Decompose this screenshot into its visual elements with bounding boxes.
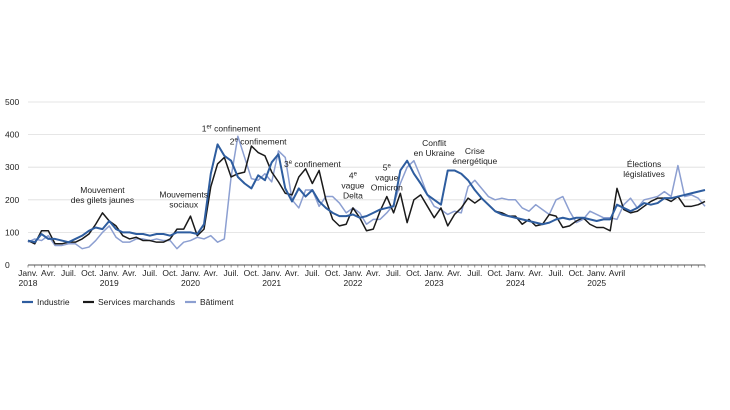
x-tick-label: Oct. (162, 268, 178, 278)
x-tick-label: Oct. (244, 268, 260, 278)
annotation-label: 1er confinement (202, 123, 261, 133)
x-tick-label: Janv. 2021 (262, 268, 282, 288)
legend: Industrie Services marchands Bâtiment (22, 297, 234, 307)
x-tick-label: Janv. 2020 (181, 268, 201, 288)
x-tick-label: Avr. (447, 268, 462, 278)
series-lines (27, 135, 706, 250)
annotation-label: 5e vague Omicron (371, 162, 403, 192)
x-tick-label: Oct. (487, 268, 503, 278)
x-tick-label: Janv. 2025 (587, 268, 607, 288)
legend-label: Services marchands (98, 297, 175, 307)
event-annotations: Mouvement des gilets jaunes Mouvements soci… (71, 123, 665, 209)
x-tick-label: Oct. (406, 268, 422, 278)
y-axis-tick-labels: 0 100 200 300 400 500 (5, 97, 19, 270)
series-line-services-marchands (27, 145, 706, 245)
annotation-label: Crise énergétique (452, 146, 497, 166)
x-tick-label: Juil. (386, 268, 401, 278)
x-tick-label: Avr. (366, 268, 381, 278)
series-line-industrie (27, 143, 706, 244)
x-tick-label: Oct. (325, 268, 341, 278)
x-tick-label: Juil. (305, 268, 320, 278)
x-tick-label: Oct. (569, 268, 585, 278)
x-tick-label: Janv. 2018 (18, 268, 38, 288)
grid-lines (28, 101, 705, 233)
x-tick-label: Juil. (548, 268, 563, 278)
x-tick-label: Avr. (204, 268, 219, 278)
y-tick-label: 0 (5, 260, 10, 270)
annotation-label: Mouvements sociaux (159, 189, 208, 209)
x-tick-label: Avr. (41, 268, 56, 278)
x-tick-label: Avr. (529, 268, 544, 278)
x-tick-label: Janv. 2023 (424, 268, 444, 288)
annotation-label: Conflit en Ukraine (414, 138, 455, 158)
x-tick-label: Juil. (61, 268, 76, 278)
x-tick-label: Juil. (142, 268, 157, 278)
x-tick-label: Janv. 2019 (99, 268, 119, 288)
legend-label: Industrie (37, 297, 70, 307)
x-tick-label: Avril (609, 268, 625, 278)
y-tick-label: 100 (5, 227, 19, 237)
x-tick-label: Janv. 2022 (343, 268, 363, 288)
y-tick-label: 300 (5, 162, 19, 172)
x-tick-label: Juil. (467, 268, 482, 278)
x-tick-label: Janv. 2024 (506, 268, 526, 288)
annotation-label: Élections législatives (623, 159, 665, 179)
annotation-label: 4e vague Delta (341, 171, 364, 201)
annotation-label: Mouvement des gilets jaunes (71, 185, 134, 205)
annotation-label: 3e confinement (284, 159, 341, 169)
x-axis-tick-marks (27, 265, 706, 268)
y-tick-label: 500 (5, 97, 19, 107)
x-tick-label: Avr. (285, 268, 300, 278)
legend-label: Bâtiment (200, 297, 234, 307)
x-tick-label: Juil. (224, 268, 239, 278)
x-tick-label: Oct. (81, 268, 97, 278)
annotation-label: 2e confinement (230, 136, 287, 146)
y-tick-label: 400 (5, 130, 19, 140)
x-tick-label: Avr. (122, 268, 137, 278)
y-tick-label: 200 (5, 195, 19, 205)
